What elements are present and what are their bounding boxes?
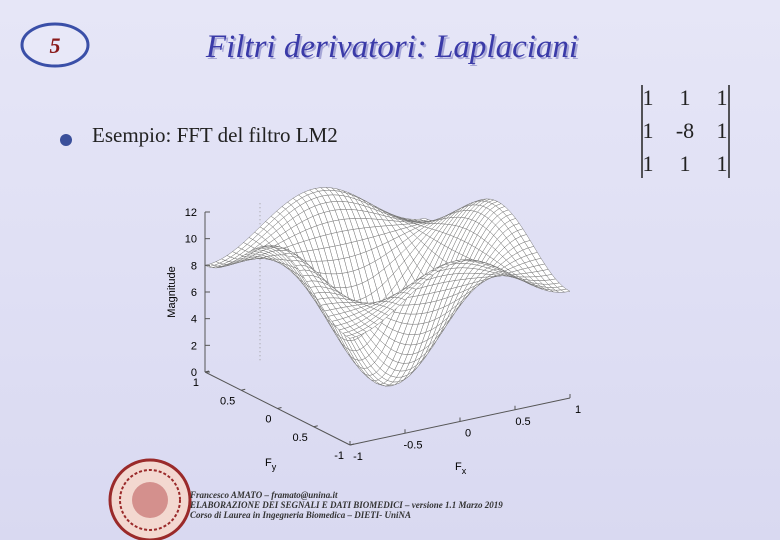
fx-tick-label: 0.5 [515,416,530,428]
slide-number: 5 [50,33,61,58]
title: Filtri derivatori: Laplaciani [205,29,578,65]
matrix-entry: 1 [717,118,728,143]
matrix-entry: 1 [717,85,728,110]
number-badge [20,22,90,68]
matrix-entry: 1 [680,151,691,176]
z-tick-label: 12 [185,207,197,219]
fx-axis-label-main: F [455,461,462,473]
matrix-entry: 1 [680,85,691,110]
fy-tick-label: 0.5 [292,432,307,444]
z-axis-label: Magnitude [166,266,178,317]
fy-axis-label-main: F [265,457,272,469]
fy-tick-label: 0.5 [220,395,235,407]
surface-cell [345,334,357,339]
fy-tick [313,425,318,428]
fx-tick-label: -1 [353,451,363,463]
surface [204,187,571,387]
z-tick-label: 4 [191,314,197,326]
matrix-entry: 1 [643,151,654,176]
matrix-entry: 1 [717,151,728,176]
fy-tick-label: 1 [193,377,199,389]
z-tick-label: 8 [191,260,197,272]
bullet-dot [60,134,72,146]
fy-axis-label: Fy [265,457,277,472]
title-shadow: Filtri derivatori: Laplaciani [207,31,580,67]
fx-tick-label: 1 [575,404,581,416]
fy-tick [277,407,282,409]
fx-tick-label: -0.5 [404,439,423,451]
seal [108,458,192,540]
footer-line: ELABORAZIONE DEI SEGNALI E DATI BIOMEDIC… [189,500,503,510]
fx-axis-label-sub: x [462,466,467,476]
fy-tick-label: 0 [265,414,271,426]
footer-line: Corso di Laurea in Ingegneria Biomedica … [190,510,411,520]
matrix-entry: -8 [676,118,694,143]
fx-axis-label: Fx [455,461,467,476]
z-tick-label: 10 [185,234,197,246]
fy-tick-label: -1 [334,450,344,462]
z-tick-label: 6 [191,287,197,299]
matrix-entry: 1 [643,118,654,143]
fx-tick-label: 0 [465,428,471,440]
z-tick-label: 2 [191,340,197,352]
matrix-entry: 1 [643,85,654,110]
fy-tick [241,388,246,391]
fy-tick [204,370,210,373]
fy-axis-label-sub: y [272,462,277,472]
bullet-text: Esempio: FFT del filtro LM2 [92,123,338,147]
z-tick-label: 0 [191,367,197,379]
footer-line: Francesco AMATO – framato@unina.it [189,490,338,500]
fy-tick [349,443,355,446]
